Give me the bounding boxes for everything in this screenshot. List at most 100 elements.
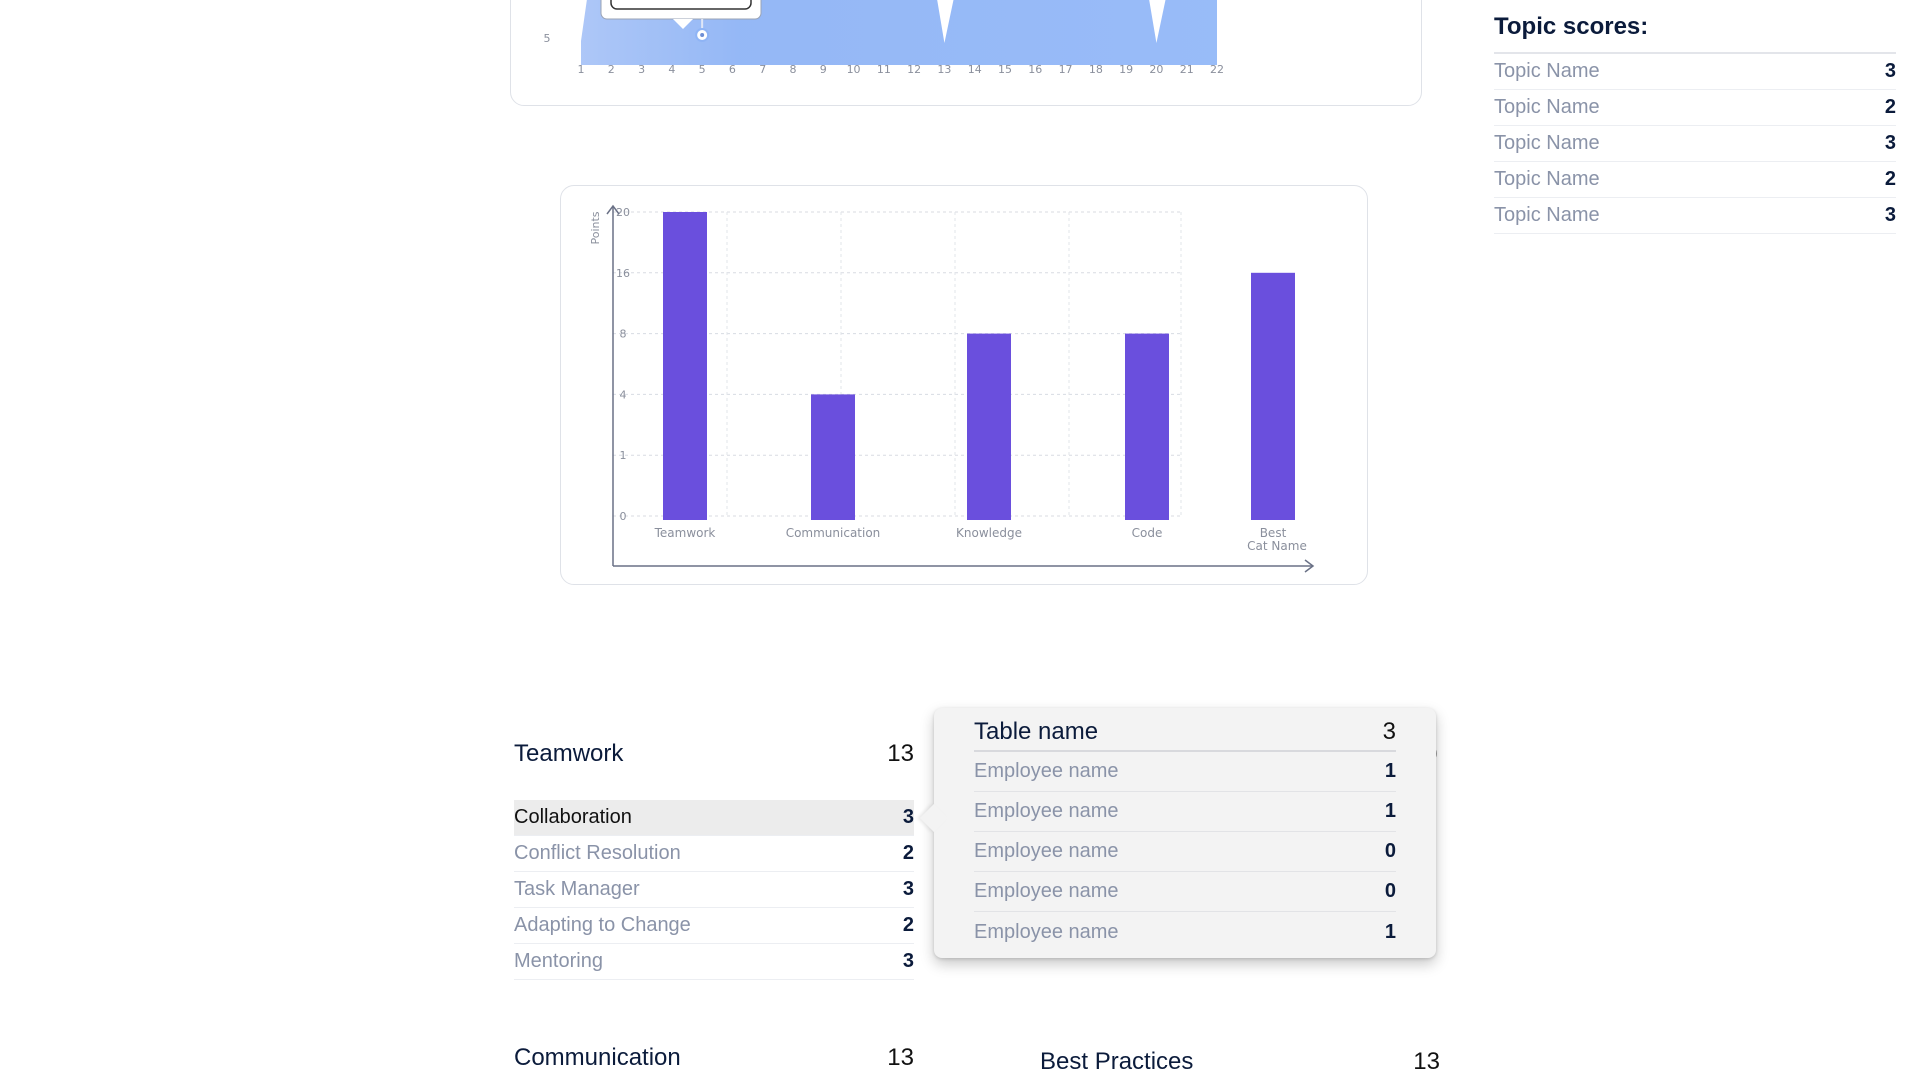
x-tick-label: 6 bbox=[729, 63, 736, 76]
topic-score: 2 bbox=[1884, 168, 1896, 190]
employee-popup: Table name 3 Employee name 1 Employee na… bbox=[919, 708, 1436, 958]
topic-row[interactable]: Topic Name 2 bbox=[1494, 90, 1896, 126]
x-tick-label: 10 bbox=[847, 63, 861, 76]
row-name: Task Manager bbox=[514, 878, 640, 900]
employee-name: Employee name bbox=[974, 880, 1119, 902]
tooltip-pointer bbox=[673, 19, 693, 29]
topic-row[interactable]: Topic Name 2 bbox=[1494, 162, 1896, 198]
topic-name: Topic Name bbox=[1494, 204, 1600, 226]
bar-chart-card: 0 1 4 8 16 20 Points Teamwork Communication Knowl… bbox=[560, 185, 1368, 585]
y-axis-label: Points bbox=[589, 211, 602, 244]
category-header: Best Practices 13 bbox=[1040, 1044, 1440, 1080]
y-tick-label: 20 bbox=[616, 206, 630, 219]
category-row[interactable]: Adapting to Change 2 bbox=[514, 908, 914, 944]
x-axis-arrow bbox=[1304, 559, 1315, 573]
topic-row[interactable]: Topic Name 3 bbox=[1494, 126, 1896, 162]
popup-total: 3 bbox=[1382, 718, 1396, 745]
row-value: 3 bbox=[902, 878, 914, 900]
employee-score: 0 bbox=[1384, 840, 1396, 862]
category-title: Communication bbox=[514, 1044, 681, 1071]
x-tick-label: 13 bbox=[937, 63, 951, 76]
category-total: 13 bbox=[887, 1044, 914, 1071]
x-tick-label: 17 bbox=[1059, 63, 1073, 76]
bar-code bbox=[1125, 333, 1169, 520]
x-tick-label: 7 bbox=[759, 63, 766, 76]
x-tick-label: 2 bbox=[608, 63, 615, 76]
y-tick-label: 5 bbox=[544, 32, 551, 45]
teamwork-category: Teamwork 13 Collaboration 3 Conflict Res… bbox=[514, 736, 914, 980]
popup-arrow bbox=[919, 803, 949, 833]
employee-score: 1 bbox=[1384, 800, 1396, 822]
bar-best-cat-name bbox=[1251, 272, 1295, 520]
x-tick-label: 1 bbox=[578, 63, 585, 76]
category-row-collaboration[interactable]: Collaboration 3 bbox=[514, 800, 914, 836]
popup-title: Table name bbox=[974, 718, 1099, 745]
category-row[interactable]: Conflict Resolution 2 bbox=[514, 836, 914, 872]
highlight-point-dot bbox=[700, 33, 705, 37]
topic-scores-title: Topic scores: bbox=[1494, 10, 1896, 54]
y-tick-label: 1 bbox=[620, 449, 627, 462]
x-tick-label: 11 bbox=[877, 63, 891, 76]
area-chart-card: 5 1 2 3 4 5 6 7 8 9 10 11 12 13 14 15 16 17 18 19 20 21 22 bbox=[510, 0, 1422, 106]
topic-row[interactable]: Topic Name 3 bbox=[1494, 198, 1896, 234]
x-tick-label: 22 bbox=[1210, 63, 1224, 76]
category-row[interactable]: Mentoring 3 bbox=[514, 944, 914, 980]
category-title: Teamwork bbox=[514, 740, 624, 767]
x-tick-label: 5 bbox=[699, 63, 706, 76]
topic-scores-panel: Topic scores: Topic Name 3 Topic Name 2 … bbox=[1494, 10, 1896, 234]
topic-score: 3 bbox=[1884, 204, 1896, 226]
employee-row[interactable]: Employee name 0 bbox=[974, 872, 1396, 912]
x-tick-label: 4 bbox=[668, 63, 675, 76]
employee-row[interactable]: Employee name 1 bbox=[974, 752, 1396, 792]
bar-chart: 0 1 4 8 16 20 Points Teamwork Communication Knowl… bbox=[589, 204, 1315, 573]
category-header: Teamwork 13 bbox=[514, 736, 914, 772]
topic-score: 2 bbox=[1884, 96, 1896, 118]
employee-row[interactable]: Employee name 1 bbox=[974, 792, 1396, 832]
y-tick-label: 0 bbox=[620, 510, 627, 523]
category-label: Teamwork bbox=[654, 526, 716, 540]
employee-name: Employee name bbox=[974, 920, 1119, 943]
popup-header: Table name 3 bbox=[974, 714, 1396, 752]
category-total: 13 bbox=[1413, 1048, 1440, 1075]
category-label: Communication bbox=[786, 526, 881, 540]
category-label: Cat Name bbox=[1247, 539, 1307, 553]
topic-row[interactable]: Topic Name 3 bbox=[1494, 54, 1896, 90]
topic-name: Topic Name bbox=[1494, 96, 1600, 118]
category-list: Collaboration 3 Conflict Resolution 2 Ta… bbox=[514, 800, 914, 980]
row-value: 3 bbox=[902, 950, 914, 972]
topic-name: Topic Name bbox=[1494, 168, 1600, 190]
employee-row[interactable]: Employee name 1 bbox=[974, 912, 1396, 952]
communication-category: Communication 13 bbox=[514, 1040, 914, 1076]
employee-row[interactable]: Employee name 0 bbox=[974, 832, 1396, 872]
area-chart: 51 2 3 4 5 6 7 8 9 10 11 12 13 14 15 16 17 18 19 20 21 22 bbox=[544, 0, 1224, 76]
row-value: 2 bbox=[902, 842, 914, 864]
employee-name: Employee name bbox=[974, 800, 1119, 822]
category-row[interactable]: Task Manager 3 bbox=[514, 872, 914, 908]
category-label: Code bbox=[1132, 526, 1163, 540]
employee-score: 1 bbox=[1384, 760, 1396, 782]
x-tick-label: 20 bbox=[1149, 63, 1163, 76]
x-tick-label: 14 bbox=[968, 63, 982, 76]
topic-score: 3 bbox=[1884, 60, 1896, 82]
bar-teamwork bbox=[663, 212, 707, 520]
topic-name: Topic Name bbox=[1494, 132, 1600, 154]
x-tick-label: 9 bbox=[820, 63, 827, 76]
category-title: Best Practices bbox=[1040, 1048, 1194, 1075]
x-tick-label: 3 bbox=[638, 63, 645, 76]
tooltip-inner bbox=[610, 0, 752, 10]
x-tick-label: 8 bbox=[790, 63, 797, 76]
x-tick-label: 18 bbox=[1089, 63, 1103, 76]
y-tick-label: 8 bbox=[620, 328, 627, 341]
x-tick-label: 12 bbox=[907, 63, 921, 76]
topic-name: Topic Name bbox=[1494, 60, 1600, 82]
bar-knowledge bbox=[967, 333, 1011, 520]
category-header: Communication 13 bbox=[514, 1040, 914, 1076]
x-tick-label: 15 bbox=[998, 63, 1012, 76]
bar-communication bbox=[811, 394, 855, 520]
best-practices-category: Best Practices 13 bbox=[1040, 1044, 1440, 1080]
row-name: Mentoring bbox=[514, 950, 603, 972]
employee-name: Employee name bbox=[974, 760, 1119, 782]
x-tick-label: 19 bbox=[1119, 63, 1133, 76]
row-value: 3 bbox=[902, 806, 914, 828]
y-tick-label: 16 bbox=[616, 267, 630, 280]
